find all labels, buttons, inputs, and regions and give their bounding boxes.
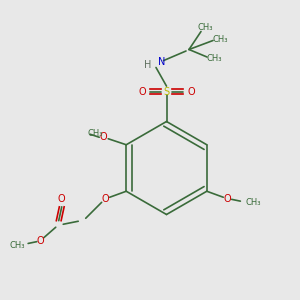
Text: O: O (37, 236, 44, 246)
Text: O: O (101, 194, 109, 204)
Text: CH₃: CH₃ (207, 54, 222, 63)
Text: O: O (58, 194, 65, 204)
Text: CH₃: CH₃ (88, 129, 103, 138)
Text: CH₃: CH₃ (198, 22, 213, 32)
Text: H: H (144, 60, 151, 70)
Text: O: O (138, 86, 146, 97)
Text: N: N (158, 57, 165, 68)
Text: CH₃: CH₃ (213, 35, 228, 44)
Text: O: O (224, 194, 232, 204)
Text: O: O (100, 132, 107, 142)
Text: O: O (187, 86, 195, 97)
Text: CH₃: CH₃ (245, 198, 261, 207)
Text: CH₃: CH₃ (9, 241, 25, 250)
Text: S: S (164, 86, 169, 97)
